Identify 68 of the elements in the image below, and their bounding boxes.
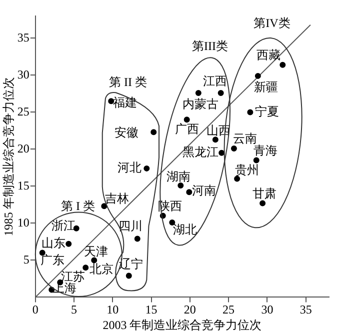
x-tick-label: 30 (261, 302, 274, 317)
point (234, 176, 240, 182)
annotation: 山东 (42, 236, 66, 250)
point (82, 264, 89, 271)
point (218, 150, 225, 156)
point (178, 182, 184, 188)
annotation: 云南 (232, 132, 257, 146)
annotation: 广东 (40, 252, 64, 267)
point (150, 129, 157, 136)
point (101, 203, 108, 210)
point (66, 240, 72, 247)
annotation: 第 I 类 (61, 199, 95, 214)
annotation: 甘肃 (252, 186, 277, 200)
annotation: 吉林 (105, 191, 130, 206)
annotation: 湖北 (173, 222, 198, 237)
point (91, 257, 98, 264)
annotation: 新疆 (254, 80, 278, 94)
point (195, 90, 202, 96)
annotation: 浙江 (51, 218, 76, 233)
point (184, 116, 190, 123)
point (212, 136, 218, 143)
annotation: 四川 (118, 218, 142, 233)
point (134, 236, 140, 242)
annotation: 第III类 (192, 39, 228, 54)
point (253, 157, 260, 164)
y-tick-label: 15 (17, 178, 30, 192)
annotation: 天津 (84, 244, 108, 258)
annotation: 湖南 (166, 170, 191, 184)
annotation: 黑龙江 (182, 145, 219, 160)
y-tick-label: 30 (17, 67, 30, 82)
annotation: 内蒙古 (182, 97, 218, 112)
point (126, 272, 132, 279)
point (254, 72, 261, 79)
annotation: 河南 (192, 183, 216, 198)
y-tick-label: 20 (17, 141, 30, 156)
x-tick-label: 15 (145, 302, 158, 317)
point (186, 189, 192, 196)
y-tick-label: 25 (17, 104, 30, 118)
point (144, 165, 150, 172)
point (280, 62, 286, 68)
x-tick-label: 20 (184, 302, 196, 317)
annotation: 青海 (253, 143, 278, 158)
point (230, 145, 237, 152)
annotation: 福建 (113, 95, 138, 110)
y-axis-title: 1985 年制造业综合竞争力位次 (1, 77, 16, 236)
y-tick-label: 35 (17, 30, 30, 44)
annotation: 西藏 (256, 48, 281, 62)
point (260, 200, 266, 206)
x-axis-title: 2003 年制造业综合竞争力位次 (102, 318, 262, 332)
annotation: 北京 (90, 262, 114, 276)
x-tick-label: 0 (32, 302, 38, 317)
point (218, 90, 224, 96)
point (247, 109, 254, 116)
annotation: 河北 (118, 160, 142, 175)
y-tick-label: 5 (23, 252, 30, 266)
x-tick-label: 25 (222, 302, 235, 317)
annotation: 安徽 (114, 125, 139, 140)
x-tick-label: 35 (300, 302, 312, 317)
x-tick-label: 5 (71, 302, 78, 317)
annotation: 第IV类 (254, 16, 290, 30)
y-tick-label: 10 (17, 215, 30, 230)
annotation: 第 II 类 (109, 75, 147, 90)
annotation: 广西 (174, 122, 199, 136)
x-tick-label: 10 (106, 302, 119, 317)
annotation: 江西 (202, 74, 227, 88)
annotation: 宁夏 (255, 104, 280, 118)
annotation: 贵州 (235, 162, 260, 177)
annotation: 江苏 (61, 270, 86, 284)
